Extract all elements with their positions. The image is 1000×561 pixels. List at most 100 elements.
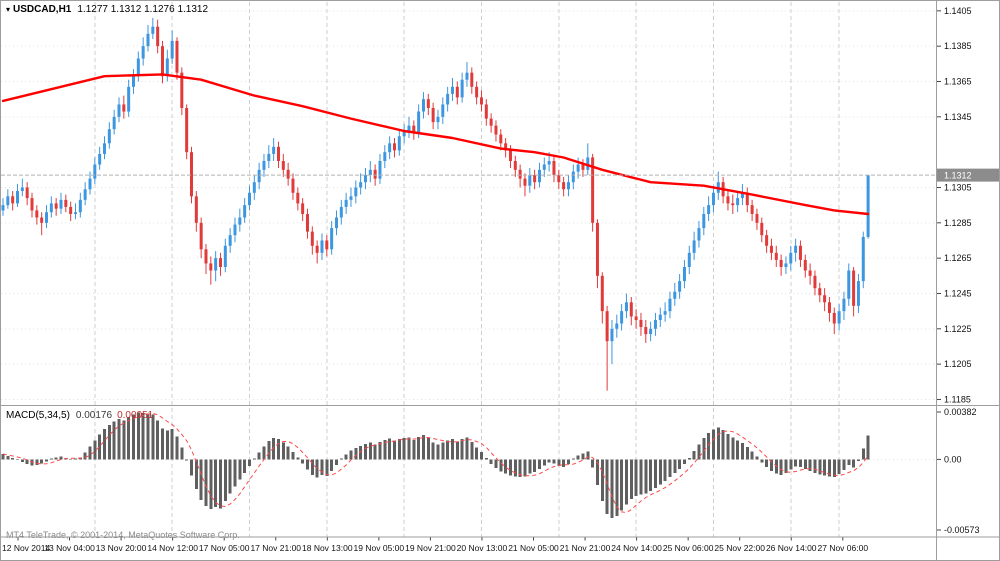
macd-bar: [740, 442, 744, 460]
macd-bar: [832, 459, 836, 477]
candle-body: [204, 249, 208, 264]
macd-bar: [383, 439, 387, 460]
candle-body: [315, 245, 319, 253]
macd-bar: [736, 440, 740, 460]
candle-body: [779, 259, 783, 267]
candle-body: [576, 164, 580, 172]
macd-bar: [446, 440, 450, 460]
time-axis-label: 21 Nov 05:00: [508, 543, 559, 553]
time-axis-label: 26 Nov 14:00: [766, 543, 817, 553]
macd-bar: [218, 459, 222, 509]
chart-dropdown-icon[interactable]: ▾: [6, 5, 11, 14]
macd-bar: [426, 437, 430, 460]
candle-body: [823, 295, 827, 303]
macd-bar: [339, 458, 343, 460]
macd-bar: [315, 459, 319, 478]
price-axis-label: 1.1365: [944, 76, 972, 86]
macd-bar: [595, 459, 599, 485]
candle-body: [151, 26, 155, 34]
symbol-title: ▾ USDCAD,H1 1.1277 1.1312 1.1276 1.1312: [6, 4, 208, 15]
macd-bar: [73, 458, 77, 460]
candle-body: [349, 196, 353, 200]
candle-body: [552, 160, 556, 176]
ohlc-values-label: 1.1277 1.1312 1.1276 1.1312: [77, 4, 209, 15]
candle-body: [30, 198, 34, 211]
macd-bar: [571, 458, 575, 460]
candle-body: [286, 169, 290, 179]
candle-body: [784, 263, 788, 267]
price-axis[interactable]: [937, 0, 1000, 537]
candle-body: [595, 222, 599, 276]
macd-bar: [750, 451, 754, 460]
time-axis[interactable]: [0, 537, 1000, 561]
macd-bar: [837, 459, 841, 474]
macd-bar: [185, 459, 189, 461]
candle-body: [479, 97, 483, 105]
candle-body: [866, 175, 870, 237]
candle-body: [441, 104, 445, 117]
time-axis-label: 19 Nov 05:00: [354, 543, 405, 553]
macd-bar: [794, 459, 798, 467]
candle-body: [431, 107, 435, 123]
candle-body: [223, 245, 227, 267]
candle-body: [354, 187, 358, 197]
macd-bar: [639, 459, 643, 495]
macd-bar: [494, 459, 498, 469]
macd-bar: [88, 446, 92, 460]
macd-bar: [223, 459, 227, 502]
macd-bar: [629, 459, 633, 500]
macd-bar: [204, 459, 208, 506]
candle-body: [93, 164, 97, 179]
macd-panel-area[interactable]: [0, 408, 936, 537]
candle-body: [504, 143, 508, 151]
time-axis-label: 19 Nov 21:00: [405, 543, 456, 553]
candle-body: [388, 143, 392, 153]
candle-body: [813, 275, 817, 289]
candle-body: [446, 93, 450, 105]
current-price-tag: [937, 168, 999, 182]
macd-bar: [281, 442, 285, 460]
price-chart-area[interactable]: [0, 0, 936, 403]
macd-bar: [199, 459, 203, 500]
price-axis-label: 1.1205: [944, 359, 972, 369]
macd-bar: [117, 419, 121, 460]
macd-bar: [165, 430, 169, 460]
macd-bar: [523, 459, 527, 477]
macd-bar: [320, 459, 324, 475]
macd-bar: [513, 459, 517, 477]
candle-body: [383, 152, 387, 161]
candle-body: [272, 146, 276, 154]
macd-bar: [228, 459, 232, 494]
candle-body: [673, 291, 677, 299]
candle-body: [653, 319, 657, 329]
candle-body: [98, 153, 102, 165]
candle-body: [774, 252, 778, 260]
macd-bar: [189, 459, 193, 476]
candle-body: [199, 222, 203, 250]
candle-body: [547, 160, 551, 165]
candle-body: [475, 86, 479, 98]
macd-bar: [20, 459, 24, 463]
candle-body: [736, 198, 740, 206]
candle-body: [692, 240, 696, 253]
candle-body: [450, 86, 454, 94]
candle-body: [281, 160, 285, 170]
macd-bar: [325, 459, 329, 477]
macd-bar: [127, 417, 131, 460]
macd-axis-label: 0.00382: [944, 407, 977, 417]
candle-body: [267, 153, 271, 161]
candle-body: [571, 171, 575, 183]
macd-bar: [682, 459, 686, 465]
macd-bar: [504, 459, 508, 474]
macd-bar: [441, 442, 445, 460]
candle-body: [146, 33, 150, 47]
macd-bar: [243, 459, 247, 473]
candle-body: [160, 46, 164, 77]
macd-bar: [107, 425, 111, 460]
candle-body: [373, 169, 377, 179]
candle-body: [131, 76, 135, 87]
candle-body: [755, 213, 759, 223]
